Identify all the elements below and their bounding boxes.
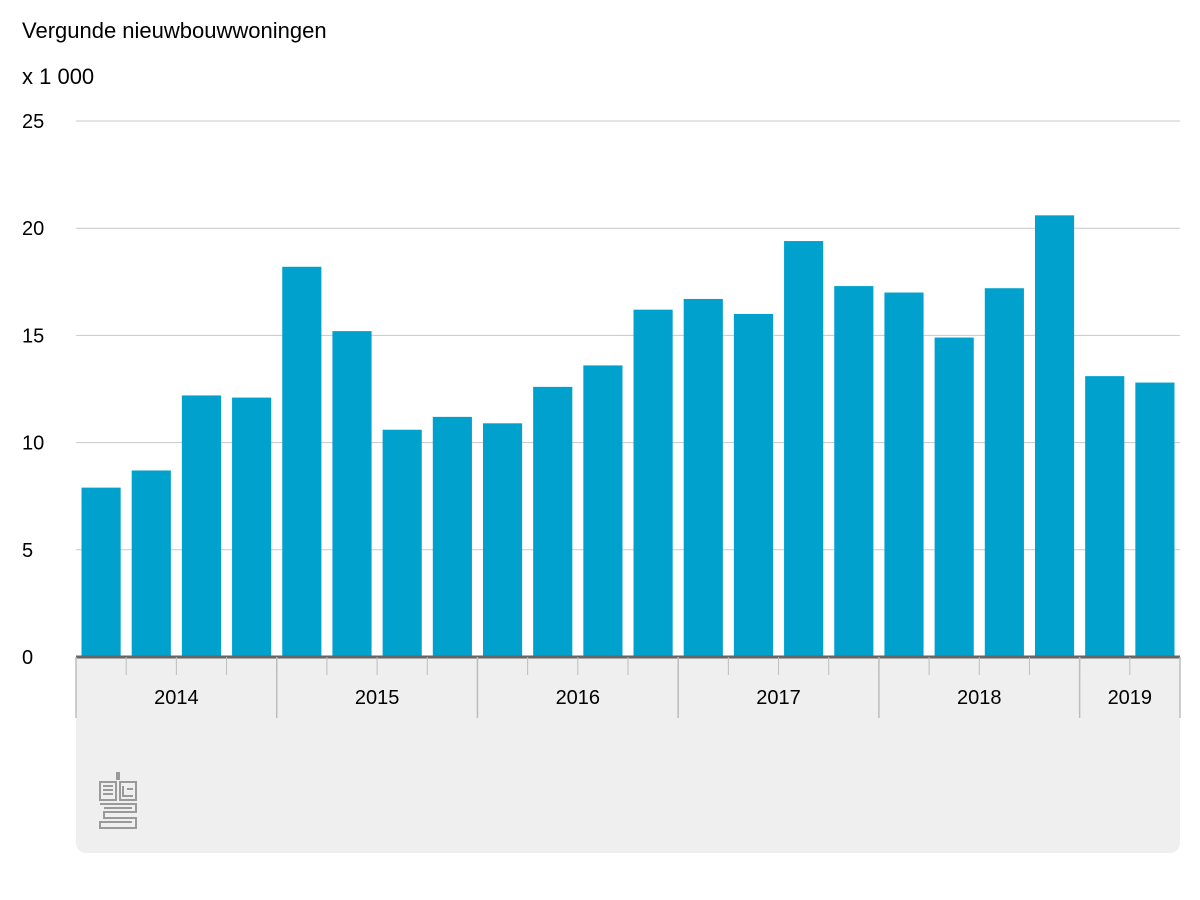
- x-group-label: 2014: [154, 687, 199, 709]
- y-tick-label: 5: [22, 540, 33, 562]
- chart-title: Vergunde nieuwbouwwoningen: [22, 18, 327, 43]
- bar: [683, 298, 723, 657]
- x-group-label: 2015: [355, 687, 400, 709]
- bar: [784, 241, 824, 657]
- bars: [81, 215, 1175, 657]
- bar: [432, 416, 472, 657]
- x-group-label: 2019: [1108, 687, 1153, 709]
- x-axis: 2014 2015 2016 2017 2018 2019: [75, 655, 1181, 718]
- bar: [81, 487, 121, 657]
- x-group-label: 2018: [957, 687, 1002, 709]
- bar: [181, 395, 222, 657]
- y-tick-label: 0: [22, 647, 33, 669]
- bar: [332, 331, 372, 657]
- bar: [232, 397, 272, 657]
- bar: [533, 386, 573, 657]
- bar: [633, 309, 673, 657]
- y-tick-label: 10: [22, 433, 44, 455]
- bar: [382, 429, 422, 657]
- bar: [482, 423, 523, 657]
- y-tick-label: 20: [22, 218, 44, 240]
- cbs-logo-icon: [99, 772, 137, 829]
- bar: [1135, 382, 1175, 657]
- x-axis-panel: [76, 657, 1180, 853]
- x-group-label: 2016: [556, 687, 601, 709]
- y-tick-label: 25: [22, 111, 44, 133]
- y-tick-label: 15: [22, 325, 44, 347]
- bar: [733, 313, 774, 657]
- bar: [583, 365, 623, 657]
- bar: [1085, 376, 1125, 657]
- bar: [282, 266, 322, 657]
- y-unit-label: x 1 000: [22, 64, 95, 89]
- bar: [131, 470, 171, 657]
- bar: [1034, 215, 1075, 657]
- bar: [884, 292, 924, 657]
- y-axis: 0 5 10 15 20 25: [22, 111, 44, 669]
- bar: [934, 337, 974, 657]
- bar: [984, 288, 1024, 657]
- x-group-label: 2017: [756, 687, 801, 709]
- bar: [834, 286, 874, 657]
